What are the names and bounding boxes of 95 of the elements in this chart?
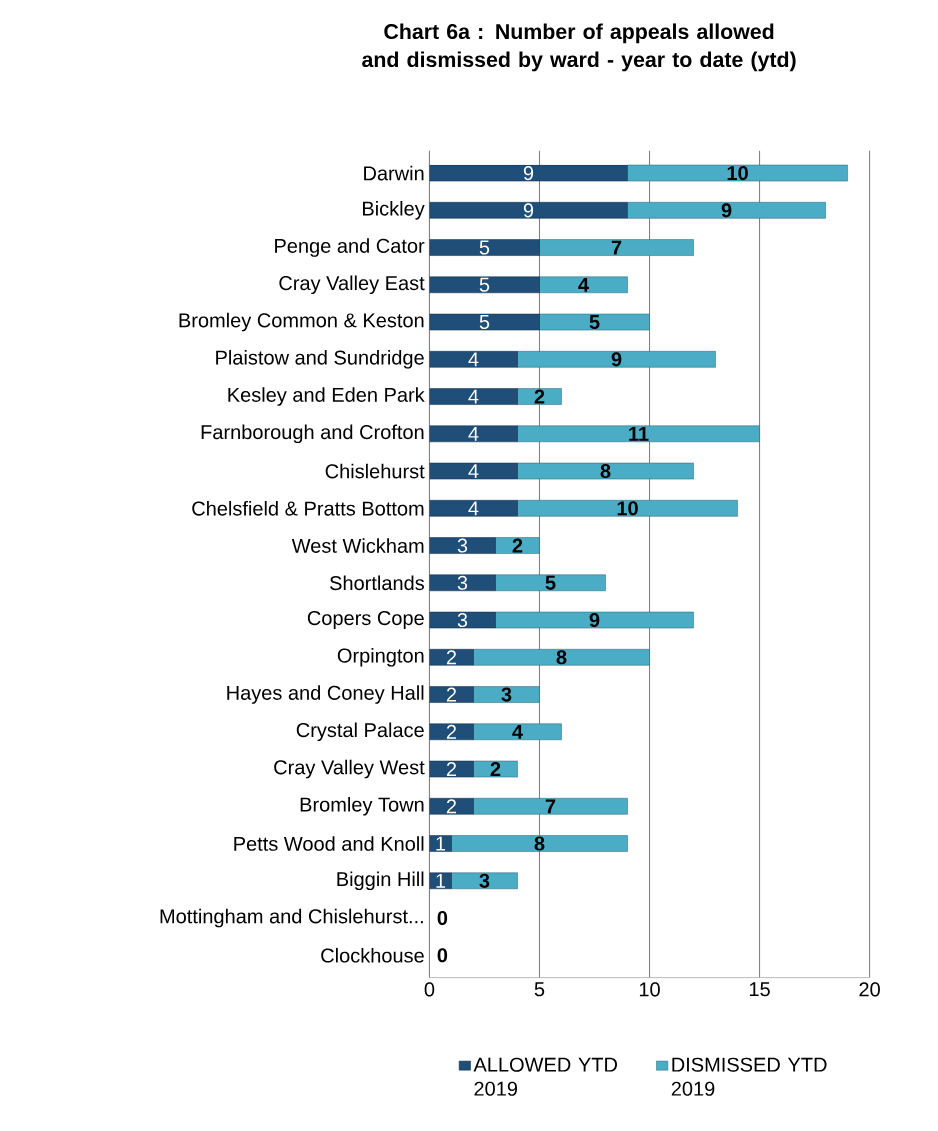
bar [473, 723, 562, 741]
data-label: 5 [589, 315, 600, 330]
x-tick-label: 10 [639, 982, 660, 997]
bar [627, 164, 848, 182]
data-label: 4 [468, 352, 479, 367]
data-label: 1 [436, 873, 445, 888]
bar [473, 798, 628, 815]
data-label: 0 [437, 948, 447, 963]
legend-label: DISMISSED YTD 2019 [671, 1057, 827, 1096]
y-tick-label: Hayes and Coney Hall [227, 685, 424, 704]
data-label: 3 [479, 873, 490, 888]
y-tick-label: Chislehurst [325, 463, 425, 479]
data-label: 8 [534, 836, 545, 851]
data-label: 10 [727, 165, 748, 181]
y-tick-label: Biggin Hill [337, 871, 424, 891]
bar [517, 425, 760, 443]
data-label: 9 [589, 612, 600, 628]
x-tick-label: 0 [424, 982, 435, 997]
bar [627, 202, 826, 219]
data-label: 5 [479, 240, 490, 255]
bar [539, 313, 650, 331]
bar [473, 686, 540, 703]
data-label: 2 [446, 724, 456, 739]
data-label: 9 [611, 352, 622, 367]
y-tick-label: Orpington [337, 647, 424, 667]
bar [517, 462, 694, 480]
data-label: 3 [457, 575, 468, 590]
x-tick-label: 20 [859, 982, 880, 997]
data-label: 5 [545, 575, 556, 590]
data-label: 2 [534, 389, 545, 404]
data-label: 2 [446, 650, 456, 665]
y-tick-label: Bromley Common & Keston [179, 312, 424, 332]
data-label: 1 [436, 836, 445, 851]
data-label: 11 [629, 426, 649, 441]
y-tick-label: Shortlands [329, 575, 424, 591]
bar [451, 872, 518, 890]
y-tick-label: Crystal Palace [296, 722, 424, 742]
data-label: 4 [468, 501, 479, 516]
data-label: 10 [617, 501, 638, 516]
data-label: 4 [468, 389, 479, 404]
y-tick-label: Petts Wood and Knoll [234, 836, 424, 851]
data-label: 3 [457, 612, 468, 628]
data-label: 2 [446, 687, 456, 702]
y-tick-label: Cray Valley East [279, 275, 425, 295]
bar [495, 537, 540, 554]
y-tick-label: West Wickham [291, 538, 424, 553]
bar [451, 835, 628, 852]
y-tick-label: Penge and Cator [274, 238, 425, 257]
y-tick-label: Kesley and Eden Park [228, 387, 425, 406]
bar [429, 276, 540, 294]
data-label: 9 [721, 203, 732, 218]
data-label: 0 [437, 910, 447, 926]
bar [473, 760, 518, 778]
data-label: 2 [446, 799, 456, 814]
data-label: 7 [611, 240, 622, 255]
bar [473, 649, 650, 666]
bar [517, 388, 562, 405]
data-label: 2 [512, 538, 523, 553]
y-tick-label: Farnborough and Crofton [201, 424, 424, 444]
data-label: 2 [490, 762, 501, 777]
data-label: 5 [479, 315, 490, 330]
bar [495, 611, 694, 629]
data-label: 8 [600, 463, 611, 479]
x-tick-label: 15 [749, 982, 770, 997]
data-label: 3 [457, 538, 468, 553]
bar [517, 500, 738, 517]
y-tick-label: Copers Cope [307, 610, 424, 630]
data-label: 4 [578, 277, 589, 292]
data-label: 4 [468, 464, 479, 478]
y-tick-label: Bickley [362, 200, 425, 220]
y-tick-label: Chelsfield & Pratts Bottom [192, 500, 424, 516]
data-label: 7 [545, 799, 556, 814]
bar [539, 276, 628, 294]
data-label: 8 [556, 650, 567, 665]
y-tick-label: Cray Valley West [274, 759, 425, 779]
bar [517, 351, 716, 368]
data-label: 2 [446, 762, 456, 777]
data-label: 9 [523, 165, 533, 181]
bar [495, 574, 606, 592]
data-label: 4 [468, 426, 479, 441]
y-tick-label: Darwin [364, 165, 424, 181]
y-tick-label: Plaistow and Sundridge [216, 349, 424, 369]
bar [429, 202, 628, 219]
y-tick-label: Bromley Town [300, 796, 424, 816]
data-label: 5 [479, 277, 490, 292]
chart-title: Chart 6a : Number of appeals allowed and dismissed by ward - year to date (ytd) [362, 23, 796, 72]
y-tick-label: Mottingham and Chislehurst... [160, 908, 423, 928]
bar [429, 239, 540, 256]
y-tick-label: Clockhouse [321, 947, 424, 963]
data-label: 4 [512, 724, 523, 739]
legend-label: ALLOWED YTD 2019 [473, 1057, 617, 1096]
bar [539, 239, 694, 256]
data-label: 3 [501, 687, 512, 702]
data-label: 9 [523, 203, 533, 218]
x-tick-label: 5 [534, 982, 545, 997]
